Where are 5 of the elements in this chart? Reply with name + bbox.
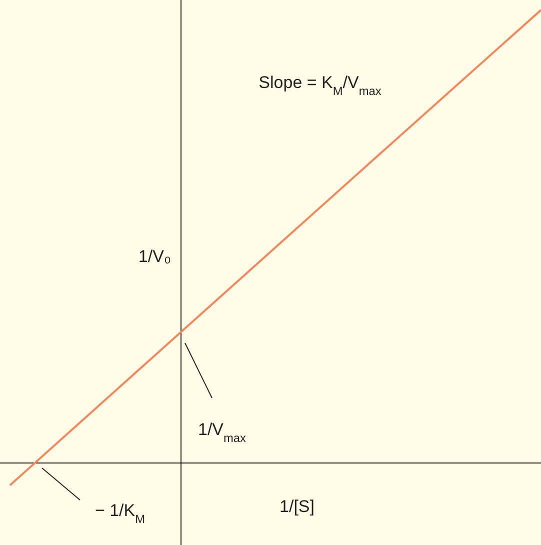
text: − 1/K$_{M}$	[94, 501, 146, 526]
annotation: Slope = K$_{M}$/V$_{max}$	[258, 73, 382, 98]
x-axis-title: 1/[S]	[280, 497, 314, 516]
annotation: 1/V$_{max}$	[198, 420, 246, 445]
y-axis-title: 1/V₀	[138, 247, 171, 266]
